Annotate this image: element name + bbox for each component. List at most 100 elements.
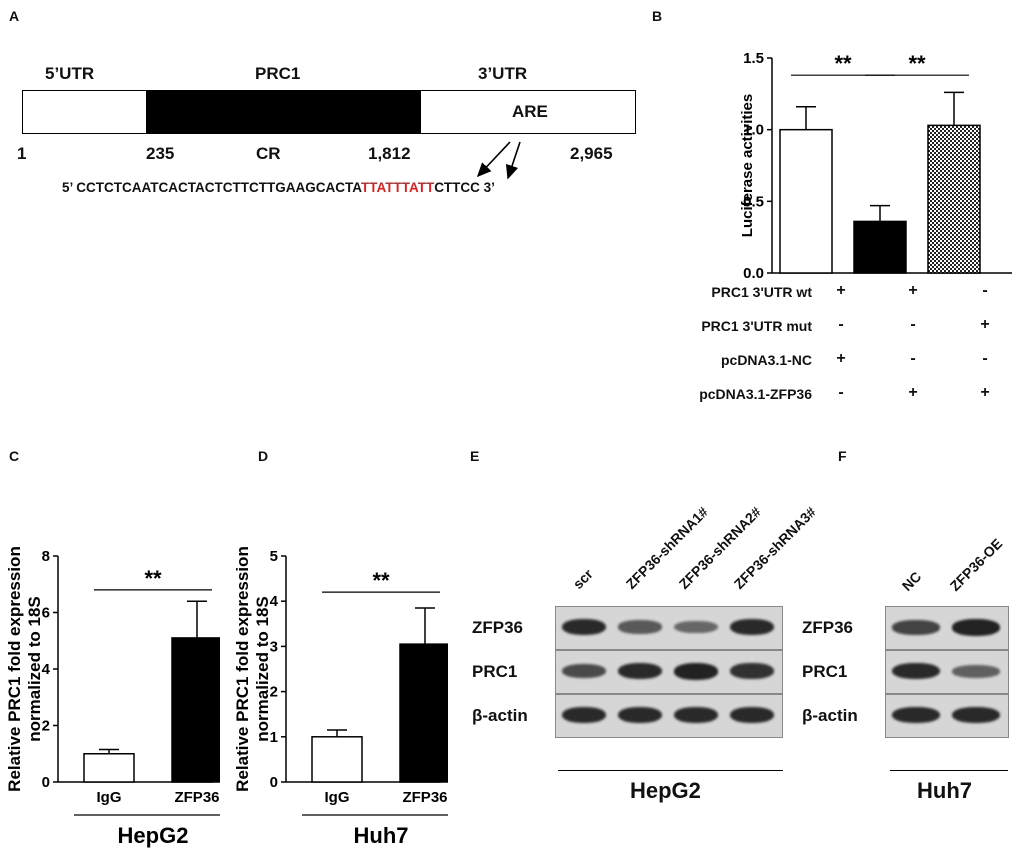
- y-tick-label: 8: [42, 548, 50, 565]
- panel-label-c: C: [9, 448, 20, 464]
- cell-line-label: Huh7: [354, 823, 409, 848]
- bar: [927, 124, 981, 274]
- blot-label-actin: β-actin: [802, 706, 858, 725]
- huh7-western-blot: NC ZFP36-OE ZFP36 PRC1 β-actin Huh7: [800, 470, 1030, 862]
- are-label: ARE: [512, 102, 548, 121]
- western-band: [892, 662, 940, 680]
- sign-wt-1: +: [836, 282, 846, 299]
- sequence-prefix: 5’ CCTCTCAATCACTACTCTTCTTGAAGCACTA: [62, 180, 361, 195]
- blot-label-zfp36: ZFP36: [802, 618, 854, 637]
- utr3-segment: [421, 90, 636, 134]
- hepg2-rip-bar-chart: 0 2 4 6 8 Relative PRC1 fold expression normal…: [5, 546, 220, 848]
- hepg2-western-blot: scr ZFP36-shRNA1# ZFP36-shRNA2# ZFP36-sh…: [468, 470, 830, 862]
- x-tick-label: ZFP36: [174, 789, 219, 806]
- zoom-arrows: [476, 141, 521, 180]
- y-tick-label: 0: [270, 774, 278, 791]
- western-band: [562, 618, 606, 636]
- y-axis-label: Relative PRC1 fold expression: [233, 546, 252, 792]
- utr3-label: 3’UTR: [478, 64, 528, 83]
- cell-line-underline: [890, 770, 1008, 771]
- sign-zfp36-2: +: [908, 384, 918, 401]
- western-band: [892, 706, 940, 724]
- y-tick-label: 0: [42, 774, 50, 791]
- western-band: [730, 706, 774, 724]
- y-tick-label: 1.0: [743, 122, 764, 139]
- y-tick-label: 6: [42, 605, 50, 622]
- sign-nc-2: -: [910, 350, 916, 367]
- y-axis-label: normalized to 18S: [253, 596, 272, 741]
- y-tick-label: 1: [270, 729, 278, 746]
- lane-label-nc: NC: [898, 568, 925, 594]
- significance-marker: **: [372, 568, 390, 593]
- y-tick-label: 2: [42, 718, 50, 735]
- significance-marker: **: [834, 51, 852, 76]
- sign-zfp36-3: +: [980, 384, 990, 401]
- y-tick-label: 3: [270, 638, 278, 655]
- cell-line-label: HepG2: [630, 778, 701, 803]
- x-tick-label: ZFP36: [402, 789, 447, 806]
- y-axis-label: normalized to 18S: [25, 596, 44, 741]
- luciferase-bar-chart: 0.0 0.5 1.0 1.5 Luciferase activities ** **: [739, 50, 1012, 282]
- y-axis-label: Relative PRC1 fold expression: [5, 546, 24, 792]
- y-tick-label: 5: [270, 548, 278, 565]
- x-tick-label: IgG: [325, 789, 350, 806]
- blot-label-actin: β-actin: [472, 706, 528, 725]
- panel-label-a: A: [9, 8, 20, 24]
- western-band: [952, 664, 1000, 678]
- sign-zfp36-1: -: [838, 384, 844, 401]
- are-sequence: 5’ CCTCTCAATCACTACTCTTCTTGAAGCACTATTATTT…: [62, 180, 495, 195]
- western-band: [618, 620, 662, 634]
- bar: [399, 643, 448, 783]
- western-band: [674, 620, 718, 634]
- western-band: [562, 663, 606, 679]
- y-tick-label: 4: [42, 661, 51, 678]
- sign-wt-2: +: [908, 282, 918, 299]
- panel-label-f: F: [838, 448, 847, 464]
- cr-label: CR: [256, 144, 281, 163]
- western-band: [952, 618, 1000, 636]
- western-band: [618, 662, 662, 680]
- sign-mut-2: -: [910, 316, 916, 333]
- row-label-wt: PRC1 3'UTR wt: [711, 284, 812, 300]
- bar: [83, 753, 135, 783]
- western-band: [618, 706, 662, 724]
- bar: [311, 736, 363, 783]
- utr5-label: 5’UTR: [45, 64, 95, 83]
- row-label-zfp36: pcDNA3.1-ZFP36: [699, 386, 812, 402]
- western-band: [674, 706, 718, 724]
- y-axis-label: Luciferase activities: [739, 94, 756, 237]
- sign-wt-3: -: [982, 282, 988, 299]
- significance-marker: **: [144, 566, 162, 591]
- x-tick-label: IgG: [97, 789, 122, 806]
- coding-region-segment: [146, 90, 421, 134]
- blot-label-zfp36: ZFP36: [472, 618, 524, 637]
- sign-mut-3: +: [980, 316, 990, 333]
- lane-label-oe: ZFP36-OE: [946, 535, 1006, 594]
- blot-label-prc1: PRC1: [802, 662, 848, 681]
- sign-nc-1: +: [836, 350, 846, 367]
- treatment-table: PRC1 3'UTR wt PRC1 3'UTR mut pcDNA3.1-NC…: [640, 282, 1030, 412]
- sequence-are-motif: TTATTTATT: [360, 180, 435, 195]
- sign-nc-3: -: [982, 350, 988, 367]
- huh7-rip-bar-chart: 0 1 2 3 4 5 Relative PRC1 fold expression norma…: [233, 546, 448, 848]
- utr5-segment: [22, 90, 147, 134]
- y-tick-label: 0.5: [743, 193, 764, 210]
- position-1: 1: [17, 144, 27, 163]
- y-tick-label: 2: [270, 684, 278, 701]
- western-band: [674, 662, 718, 680]
- cell-line-label: HepG2: [118, 823, 189, 848]
- significance-marker: **: [908, 51, 926, 76]
- row-label-nc: pcDNA3.1-NC: [720, 352, 812, 368]
- row-label-mut: PRC1 3'UTR mut: [701, 318, 812, 334]
- gene-diagram: 5’UTR PRC1 3’UTR ARE 1 235 CR 1,812 2,96…: [0, 0, 650, 220]
- sign-mut-1: -: [838, 316, 844, 333]
- gene-label: PRC1: [255, 64, 301, 83]
- western-band: [892, 619, 940, 635]
- cell-line-underline: [558, 770, 783, 771]
- western-band: [730, 663, 774, 679]
- bar: [171, 637, 220, 783]
- western-band: [952, 706, 1000, 724]
- panel-label-d: D: [258, 448, 269, 464]
- lane-label-scr: scr: [569, 565, 596, 592]
- bar: [853, 220, 907, 274]
